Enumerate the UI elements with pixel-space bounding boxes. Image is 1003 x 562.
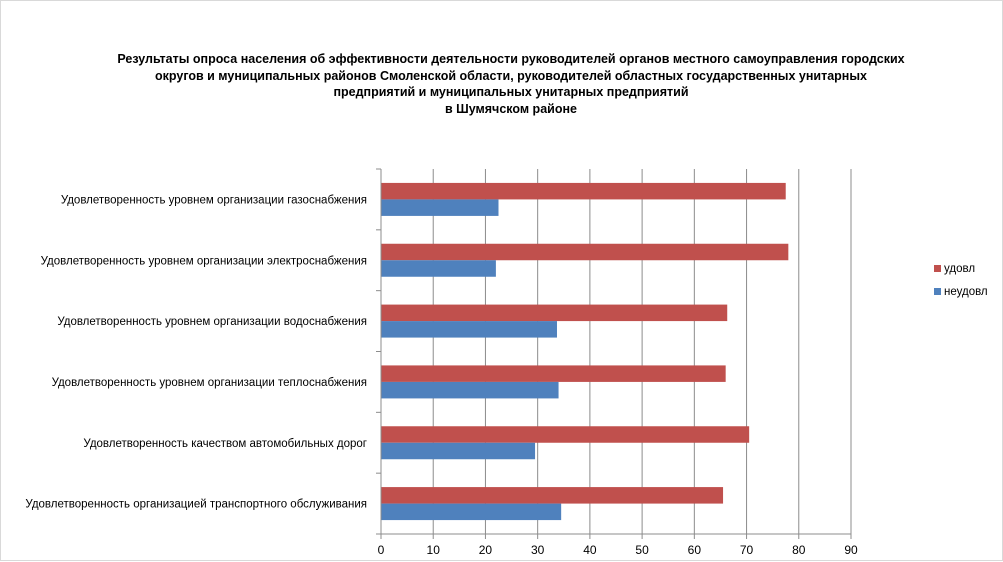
bar-neudovl-4 [381, 381, 559, 399]
bar-udovl-3 [381, 304, 728, 322]
x-tick-label-50: 50 [635, 543, 649, 557]
bar-neudovl-1 [381, 199, 499, 216]
chart-title-line-4: в Шумячском районе [445, 101, 577, 116]
category-label-2: Удовлетворенность уровнем организации эл… [41, 255, 367, 267]
bar-neudovl-3 [381, 321, 557, 338]
category-label-5: Удовлетворенность качеством автомобильны… [83, 438, 367, 450]
bar-neudovl-6 [381, 503, 562, 521]
legend-swatch-udovl [934, 265, 941, 272]
x-tick-label-80: 80 [792, 543, 806, 557]
bar-udovl-2 [381, 243, 789, 261]
x-tick-label-0: 0 [378, 543, 385, 557]
bar-udovl-4 [381, 365, 726, 382]
x-tick-label-10: 10 [427, 543, 441, 557]
x-tick-label-60: 60 [688, 543, 702, 557]
category-label-1: Удовлетворенность уровнем организации га… [61, 194, 367, 206]
chart-title: Результаты опроса населения об эффективн… [61, 51, 961, 117]
bar-udovl-1 [381, 182, 786, 200]
chart-title-line-2: округов и муниципальных районов Смоленск… [155, 68, 867, 83]
category-label-6: Удовлетворенность организацией транспорт… [25, 499, 367, 511]
bar-udovl-5 [381, 426, 750, 443]
x-tick-label-70: 70 [740, 543, 754, 557]
bar-udovl-6 [381, 487, 724, 504]
x-tick-label-30: 30 [531, 543, 545, 557]
category-label-4: Удовлетворенность уровнем организации те… [52, 377, 367, 389]
x-tick-label-40: 40 [583, 543, 597, 557]
legend-label-neudovl: неудовл [944, 286, 988, 298]
x-tick-label-20: 20 [479, 543, 493, 557]
x-tick-label-90: 90 [844, 543, 858, 557]
legend-swatch-neudovl [934, 288, 941, 295]
bar-neudovl-2 [381, 260, 496, 277]
chart-title-line-1: Результаты опроса населения об эффективн… [117, 52, 905, 66]
chart-title-line-3: предприятий и муниципальных унитарных пр… [333, 85, 689, 99]
legend-label-udovl: удовл [944, 263, 975, 275]
category-label-3: Удовлетворенность уровнем организации во… [57, 316, 367, 328]
bar-neudovl-5 [381, 442, 536, 460]
